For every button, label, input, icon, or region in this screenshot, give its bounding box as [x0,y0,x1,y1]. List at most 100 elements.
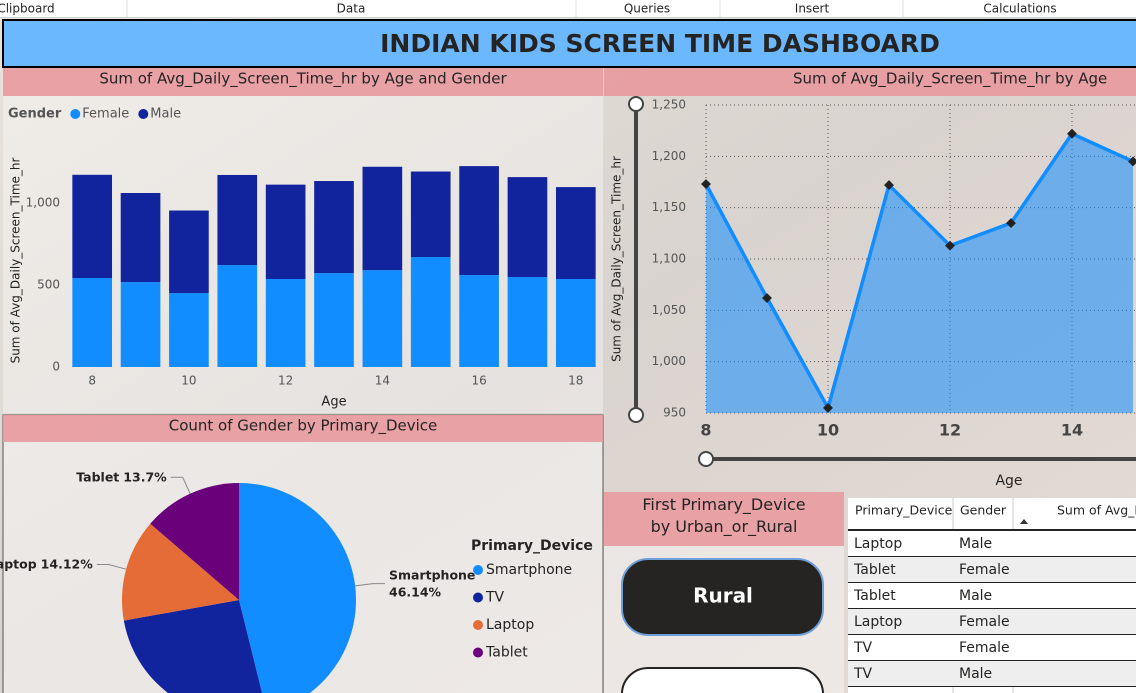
ribbon-group-label: Data [337,2,366,16]
y-slider-handle[interactable] [628,407,644,423]
chart-title: Sum of Avg_Daily_Screen_Time_hr by Age [793,70,1107,89]
dashboard-title: INDIAN KIDS SCREEN TIME DASHBOARD [380,29,940,58]
bar-segment [507,177,548,278]
x-tick-label: 8 [88,374,96,388]
x-axis-title: Age [321,395,346,410]
bar-segment [555,187,596,280]
table-cell: Female [959,640,1010,656]
button-label[interactable]: Rural [693,584,753,608]
ribbon-group-label: Calculations [983,2,1056,16]
bar-segment [120,282,161,367]
bar-segment [555,279,596,367]
x-tick-label: 18 [568,374,583,388]
bar-segment [217,265,258,367]
column-header: Sum of Avg_Daily_Screen_Time_hr [1057,503,1136,518]
pie-slice [150,483,239,600]
x-tick-label: 10 [817,421,839,440]
pie-slice [123,600,263,693]
x-tick-label: 16 [471,374,486,388]
table-header [848,498,1136,529]
bar-segment [120,192,161,283]
leader-line [96,563,127,570]
x-tick-label: 14 [1061,421,1083,440]
line-marker [945,240,955,251]
legend-title: Primary_Device [471,538,593,554]
table-cell: Male [959,666,992,682]
y-tick-label: 950 [663,406,686,420]
x-tick-label: 10 [181,374,196,388]
data-label-name: Smartphone [389,567,475,582]
data-label: Laptop 14.12% [0,556,93,571]
line-marker [823,402,833,413]
x-tick-label: 12 [939,421,961,440]
line [704,131,1134,413]
leader-line [170,476,191,494]
table-cell: Laptop [854,614,902,630]
y-slider-handle[interactable] [628,96,644,112]
table-cell: Laptop [854,536,902,552]
x-axis-title: Age [995,473,1022,489]
urban-button[interactable] [621,667,824,693]
y-tick-label: 1,000 [26,196,60,210]
column-header: Gender [960,503,1007,518]
legend-label: TV [485,590,505,606]
pie-slice [122,523,239,621]
ribbon-group-label: Insert [795,2,830,16]
table-row [848,531,1136,556]
x-slider-handle[interactable] [698,451,714,467]
bar-segment [410,257,451,367]
ribbon-group-label: Clipboard [0,2,55,16]
chart-title: Sum of Avg_Daily_Screen_Time_hr by Age a… [99,70,507,89]
bar-segment [169,293,209,367]
y-tick-label: 1,100 [652,252,686,266]
legend-title: Gender [8,107,62,122]
card-title-text: by Urban_or_Rural [651,517,798,537]
y-tick-label: 1,200 [652,149,686,163]
sort-indicator [1020,519,1028,524]
legend-marker [473,620,483,630]
legend-marker [473,565,483,575]
bar-segment [410,171,451,258]
table-row [848,635,1136,660]
data-label-value: 13.7% [123,469,167,484]
rural-button[interactable] [621,558,824,636]
leader-line [355,583,386,587]
table-row [848,609,1136,634]
y-tick-label: 500 [37,278,60,292]
column-header: Primary_Device [855,503,953,518]
table-cell: Male [959,536,992,552]
ribbon [0,0,1136,18]
line-marker [1128,156,1136,167]
line-marker [1067,128,1077,139]
data-label: Smartphone 46.14% [389,567,475,599]
data-label-value: 14.12% [41,556,94,571]
bar-title-bar [3,68,603,96]
line-marker [884,180,894,191]
bar-segment [72,278,113,367]
y-axis-title: Sum of Avg_Daily_Screen_Time_hr [9,158,23,364]
table-cell: Male [959,588,992,604]
y-tick-label: 1,150 [652,200,686,214]
table-cell: Female [959,614,1010,630]
data-label-name: Laptop [0,556,37,571]
line-marker [701,179,711,190]
bar-segment [459,166,499,276]
line-title-bar [604,68,1136,96]
table-row [848,583,1136,608]
bar-segment [265,279,306,367]
bar-segment [362,270,403,367]
bar-segment [314,181,354,274]
line-marker [762,293,772,303]
bar-segment [169,210,209,294]
y-axis-title: Sum of Avg_Daily_Screen_Time_hr [610,156,624,362]
bar-segment [314,273,354,367]
pie-title-bar [3,415,603,442]
bar-segment [265,184,306,280]
table-cell: TV [853,640,873,656]
data-label-value: 46.14% [389,584,442,599]
y-tick-label: 1,050 [652,303,686,317]
ribbon-group-label: Queries [624,2,670,16]
x-tick-label: 12 [278,374,293,388]
